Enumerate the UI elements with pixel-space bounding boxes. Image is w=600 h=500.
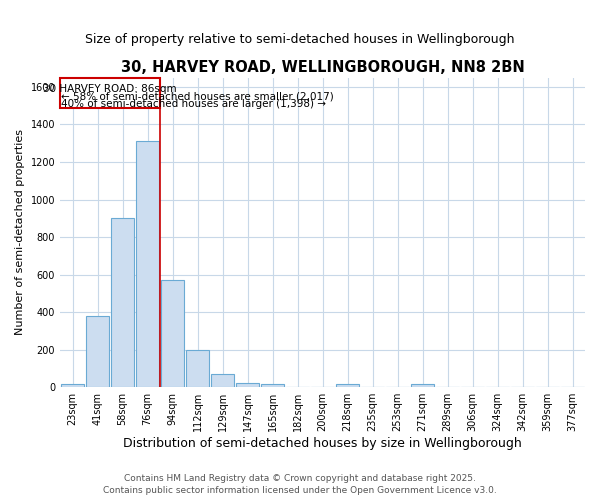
Title: 30, HARVEY ROAD, WELLINGBOROUGH, NN8 2BN: 30, HARVEY ROAD, WELLINGBOROUGH, NN8 2BN [121, 60, 524, 75]
Text: ← 58% of semi-detached houses are smaller (2,017): ← 58% of semi-detached houses are smalle… [61, 92, 334, 102]
Bar [110, 218, 134, 387]
Bar [211, 374, 235, 387]
Bar [260, 384, 284, 387]
FancyBboxPatch shape [60, 78, 160, 108]
Bar [185, 350, 209, 387]
Bar [136, 142, 160, 387]
Bar [86, 316, 109, 387]
Text: 40% of semi-detached houses are larger (1,398) →: 40% of semi-detached houses are larger (… [61, 99, 326, 109]
Text: Contains HM Land Registry data © Crown copyright and database right 2025.
Contai: Contains HM Land Registry data © Crown c… [103, 474, 497, 495]
Bar [335, 384, 359, 387]
Bar [410, 384, 434, 387]
Bar [161, 280, 184, 387]
Bar [61, 384, 85, 387]
X-axis label: Distribution of semi-detached houses by size in Wellingborough: Distribution of semi-detached houses by … [123, 437, 522, 450]
Text: 30 HARVEY ROAD: 86sqm: 30 HARVEY ROAD: 86sqm [43, 84, 177, 94]
Bar [236, 382, 259, 387]
Y-axis label: Number of semi-detached properties: Number of semi-detached properties [15, 130, 25, 336]
Text: Size of property relative to semi-detached houses in Wellingborough: Size of property relative to semi-detach… [85, 32, 515, 46]
